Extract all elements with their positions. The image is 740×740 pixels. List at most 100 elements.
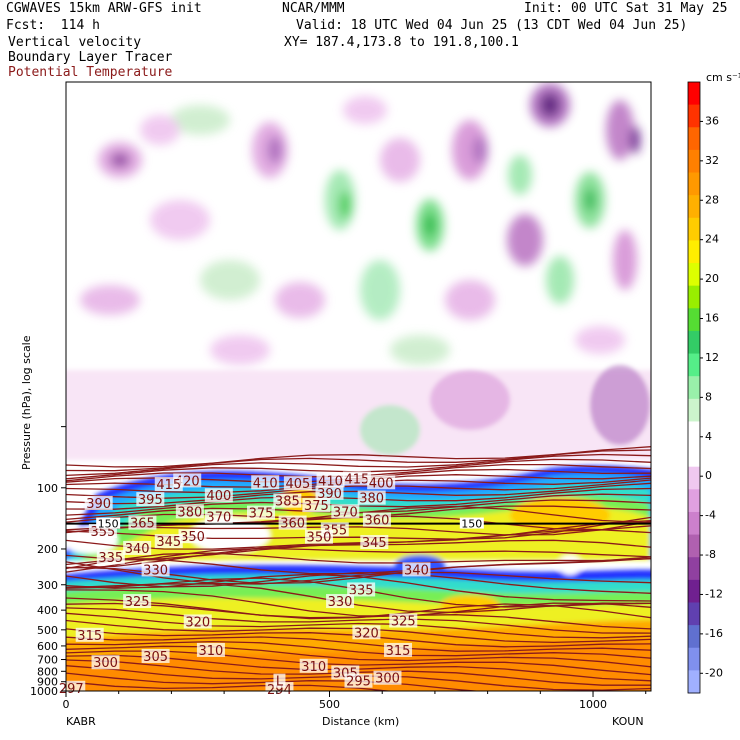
isentrope-label: 370 [333, 505, 358, 520]
isentrope-label-bg [128, 515, 157, 530]
isentrope-label-bg [196, 642, 225, 657]
isentrope-label-bg [204, 509, 233, 524]
isentrope-label: 335 [349, 583, 374, 598]
isentrope-label-bg [347, 582, 376, 597]
tropopause-label-bg [459, 517, 484, 529]
isentrope-label-bg [141, 562, 170, 577]
isentrope-label-bg [331, 504, 360, 519]
isentrope-label: 335 [98, 551, 123, 566]
isentrope-label-bg [75, 627, 104, 642]
isentrope-label-bg [316, 473, 345, 488]
isentrope-label: 360 [280, 517, 305, 532]
isentrope-label-bg [154, 534, 183, 549]
isentrope-label: 350 [307, 531, 332, 546]
field-potential-temperature: Potential Temperature [8, 65, 173, 80]
isentrope-label-bg [123, 594, 152, 609]
isentrope-label: 365 [130, 517, 155, 532]
isentrope-line [66, 539, 651, 569]
y-tick-label: 1000 [30, 685, 58, 698]
isentrope-label: 330 [143, 563, 168, 578]
isentrope-line [66, 561, 651, 585]
colorbar-tick-label: 16 [705, 312, 719, 325]
colorbar-swatch [688, 127, 700, 151]
isentrope-label: 315 [386, 644, 411, 659]
y-tick-label: 500 [37, 624, 58, 637]
colorbar-swatch [688, 82, 700, 106]
isentrope-label: 295 [346, 675, 371, 690]
isentrope-label-bg [247, 505, 275, 520]
colorbar-tick-label: 20 [705, 272, 719, 285]
isentrope-line [66, 449, 651, 472]
isentrope-label-bg [302, 498, 331, 513]
isentrope-label: 345 [362, 536, 387, 551]
plot-frame [65, 81, 652, 692]
isentrope-label: 325 [391, 615, 416, 630]
isentrope-label: 345 [156, 535, 181, 550]
isentrope-line [66, 602, 651, 630]
isentrope-label-bg [315, 485, 344, 500]
isentrope-label-bg [299, 658, 328, 673]
colorbar-swatch [688, 421, 700, 445]
colorbar-tick-label: -16 [705, 627, 723, 640]
x-tick-label: 1000 [579, 698, 607, 711]
init-time: Init: 00 UTC Sat 31 May 25 [524, 1, 728, 16]
isentrope-label-bg [273, 493, 302, 508]
y-tick-label: 800 [37, 665, 58, 678]
isentrope-label: 375 [249, 507, 274, 522]
isentrope-label-bg [360, 535, 389, 550]
isentrope-label-bg [352, 625, 381, 640]
isentrope-label: L [276, 675, 284, 690]
isentrope-line [66, 636, 651, 652]
isentrope-label: 405 [285, 477, 310, 492]
isentrope-label-bg [273, 673, 286, 688]
colorbar: 36 32 28 24 20 16 12 8 4 0 -4 -8 -12 -16 -20 [687, 81, 723, 694]
isentrope-label-bg [367, 475, 396, 490]
valid-time: Valid: 18 UTC Wed 04 Jun 25 (13 CDT Wed … [296, 18, 688, 33]
y-tick-label: 100 [37, 482, 58, 495]
colorbar-tick-label: 8 [705, 390, 712, 403]
colorbar-swatch [688, 172, 700, 196]
isentrope-label: 380 [177, 505, 202, 520]
colorbar-tick-label: 32 [705, 154, 719, 167]
isentrope-line [66, 552, 651, 570]
isentrope-line [66, 529, 651, 560]
cross-section-endpoints: XY= 187.4,173.8 to 191.8,100.1 [284, 35, 519, 50]
isentrope-label-bg [357, 490, 386, 505]
isentrope-label-bg [344, 673, 373, 688]
isentrope-line [66, 453, 651, 477]
isentrope-label-bg [384, 642, 413, 657]
x-axis-label: Distance (km) [322, 715, 399, 728]
isentrope-label-bg [283, 476, 312, 491]
colorbar-swatch [688, 263, 700, 287]
isentrope-label-bg [175, 504, 204, 519]
colorbar-swatch [688, 330, 700, 355]
colorbar-tick-label: 24 [705, 233, 719, 246]
isentrope-label-bg [326, 594, 355, 609]
colorbar-swatch [688, 376, 700, 400]
y-tick-label: 200 [37, 543, 58, 556]
colorbar-swatch [688, 285, 700, 309]
isentrope-label: 360 [365, 514, 390, 529]
tropopause-label: 150 [461, 518, 482, 531]
isentrope-label: 310 [301, 660, 326, 675]
y-tick-label: 600 [37, 640, 58, 653]
colorbar-swatch [688, 647, 700, 671]
isentrope-label: 410 [318, 474, 343, 489]
isentrope-label-bg [136, 492, 165, 507]
isentrope-label: 400 [206, 489, 231, 504]
isentrope-label: 400 [369, 476, 394, 491]
colorbar-tick-label: 4 [705, 430, 712, 443]
colorbar-swatch [688, 534, 700, 558]
isentrope-label: 330 [328, 595, 353, 610]
colorbar-swatch [688, 104, 700, 128]
y-axis-label: Pressure (hPa), log scale [20, 335, 33, 470]
isentrope-label: 315 [77, 629, 102, 644]
colorbar-swatch [688, 489, 700, 513]
isentrope-label: 385 [275, 495, 300, 510]
colorbar-tick-label: 0 [705, 469, 712, 482]
colorbar-swatch [688, 602, 700, 626]
isentrope-label: 310 [199, 644, 224, 659]
